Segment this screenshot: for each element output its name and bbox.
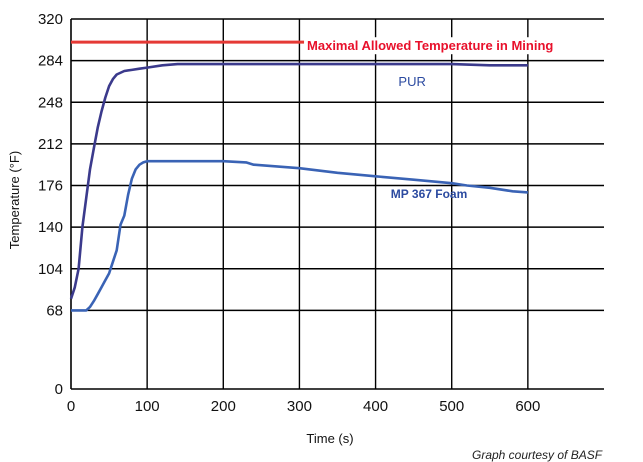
y-axis-label: Temperature (°F) <box>7 151 22 249</box>
y-tick-label: 248 <box>38 94 63 111</box>
y-tick-label: 0 <box>55 381 63 398</box>
annotations: Maximal Allowed Temperature in Mining PUR… <box>304 37 557 201</box>
x-tick-label: 200 <box>211 398 236 415</box>
x-tick-label: 0 <box>67 398 75 415</box>
limit-annotation-background <box>304 37 557 55</box>
y-tick-label: 176 <box>38 178 63 195</box>
y-tick-label: 320 <box>38 11 63 28</box>
x-tick-label: 500 <box>439 398 464 415</box>
x-axis-label: Time (s) <box>306 431 353 446</box>
y-tick-label: 212 <box>38 136 63 153</box>
credit-note: Graph courtesy of BASF <box>472 448 603 462</box>
y-tick-label: 140 <box>38 219 63 236</box>
series-line-pur <box>69 62 528 300</box>
y-tick-label: 284 <box>38 53 63 70</box>
y-tick-labels: 0 68 104 140 176 212 248 284 320 <box>38 11 63 398</box>
pur-annotation: PUR <box>398 74 425 89</box>
y-tick-label: 68 <box>46 302 63 319</box>
x-tick-label: 300 <box>287 398 312 415</box>
x-tick-label: 400 <box>363 398 388 415</box>
series-line-mp-367-foam <box>71 159 528 312</box>
x-tick-label: 100 <box>135 398 160 415</box>
y-tick-label: 104 <box>38 261 63 278</box>
x-tick-labels: 0 100 200 300 400 500 600 <box>67 398 541 415</box>
mp367-annotation: MP 367 Foam <box>391 187 467 201</box>
x-tick-label: 600 <box>515 398 540 415</box>
limit-annotation: Maximal Allowed Temperature in Mining <box>307 38 553 53</box>
grid <box>71 18 604 389</box>
